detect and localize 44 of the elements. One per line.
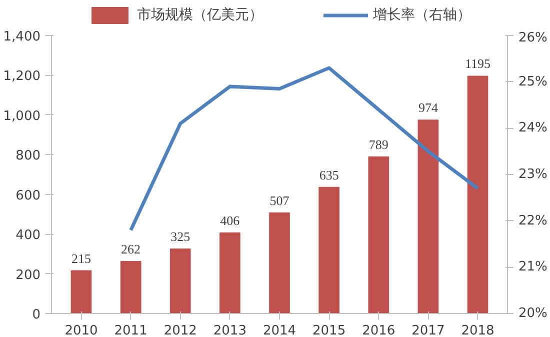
y2-tick-label: 24%: [518, 120, 548, 136]
data-label: 325: [170, 228, 190, 244]
y2-tick-label: 22%: [518, 213, 548, 228]
data-label: 507: [270, 192, 290, 208]
data-label: 406: [220, 212, 240, 228]
data-label: 262: [121, 241, 141, 256]
x-tick-label: 2017: [412, 324, 445, 337]
bar: [220, 232, 240, 314]
bar: [70, 270, 92, 314]
x-tick-label: 2013: [213, 324, 246, 337]
data-label: 974: [418, 100, 438, 116]
y2-tick-label: 21%: [518, 260, 548, 275]
x-tick-label: 2012: [164, 324, 197, 337]
y-tick-label: 0: [32, 308, 41, 322]
y-tick-label: 1,200: [3, 69, 40, 84]
bar: [120, 260, 142, 314]
bar: [418, 120, 439, 314]
y-tick-label: 800: [16, 148, 41, 164]
bar: [467, 76, 488, 314]
y-tick-label: 200: [16, 268, 41, 283]
y2-tick-label: 26%: [518, 30, 548, 46]
y-tick-label: 600: [16, 188, 41, 204]
bar: [269, 212, 290, 314]
data-label: 789: [368, 136, 388, 152]
x-tick-label: 2018: [461, 324, 494, 337]
x-tick-label: 2010: [64, 324, 98, 337]
y-tick-label: 1,400: [3, 30, 40, 44]
y2-tick-label: 23%: [518, 167, 548, 182]
data-label: 635: [319, 167, 339, 182]
y-tick-label: 400: [16, 228, 41, 244]
x-tick-label: 2016: [362, 324, 396, 337]
x-tick-label: 2014: [262, 324, 296, 337]
bar: [318, 186, 340, 314]
legend-label: 市场规模（亿美元）: [137, 6, 263, 24]
y2-tick-label: 20%: [518, 306, 548, 321]
legend-label: 增长率（右轴）: [373, 6, 471, 24]
bar: [368, 156, 390, 314]
y2-tick-label: 25%: [518, 74, 548, 90]
y-tick-label: 1,000: [3, 108, 40, 124]
data-label: 215: [71, 250, 91, 266]
bar: [170, 248, 191, 314]
x-tick-label: 2015: [312, 324, 346, 337]
data-label: 1195: [465, 56, 491, 72]
x-tick-label: 2011: [114, 324, 148, 337]
